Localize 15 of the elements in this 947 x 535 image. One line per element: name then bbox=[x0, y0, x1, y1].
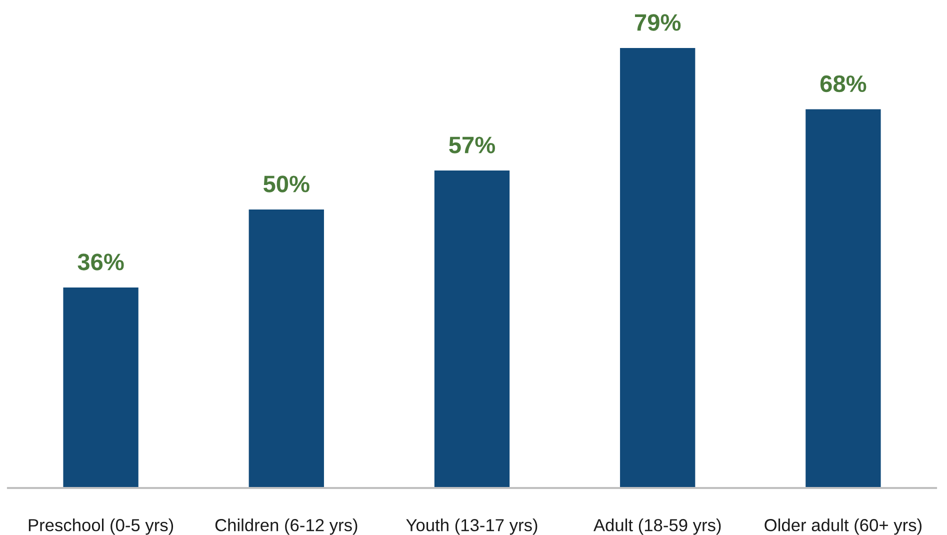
x-tick-label: Children (6-12 yrs) bbox=[215, 518, 358, 535]
data-label: 57% bbox=[449, 136, 496, 154]
data-label: 50% bbox=[264, 176, 310, 192]
x-tick-label: Older adult (60+ yrs) bbox=[764, 518, 922, 535]
x-tick-label: Preschool (0-5 yrs) bbox=[28, 518, 174, 535]
bar bbox=[63, 287, 138, 488]
data-label: 36% bbox=[78, 254, 124, 270]
data-label: 79% bbox=[634, 14, 681, 31]
x-tick-label: Adult (18-59 yrs) bbox=[593, 518, 721, 535]
bar bbox=[806, 109, 881, 488]
data-label: 68% bbox=[820, 75, 866, 92]
bar bbox=[434, 170, 510, 488]
bar bbox=[620, 48, 696, 488]
x-tick-label: Youth (13-17 yrs) bbox=[406, 518, 538, 535]
bar bbox=[248, 210, 324, 488]
